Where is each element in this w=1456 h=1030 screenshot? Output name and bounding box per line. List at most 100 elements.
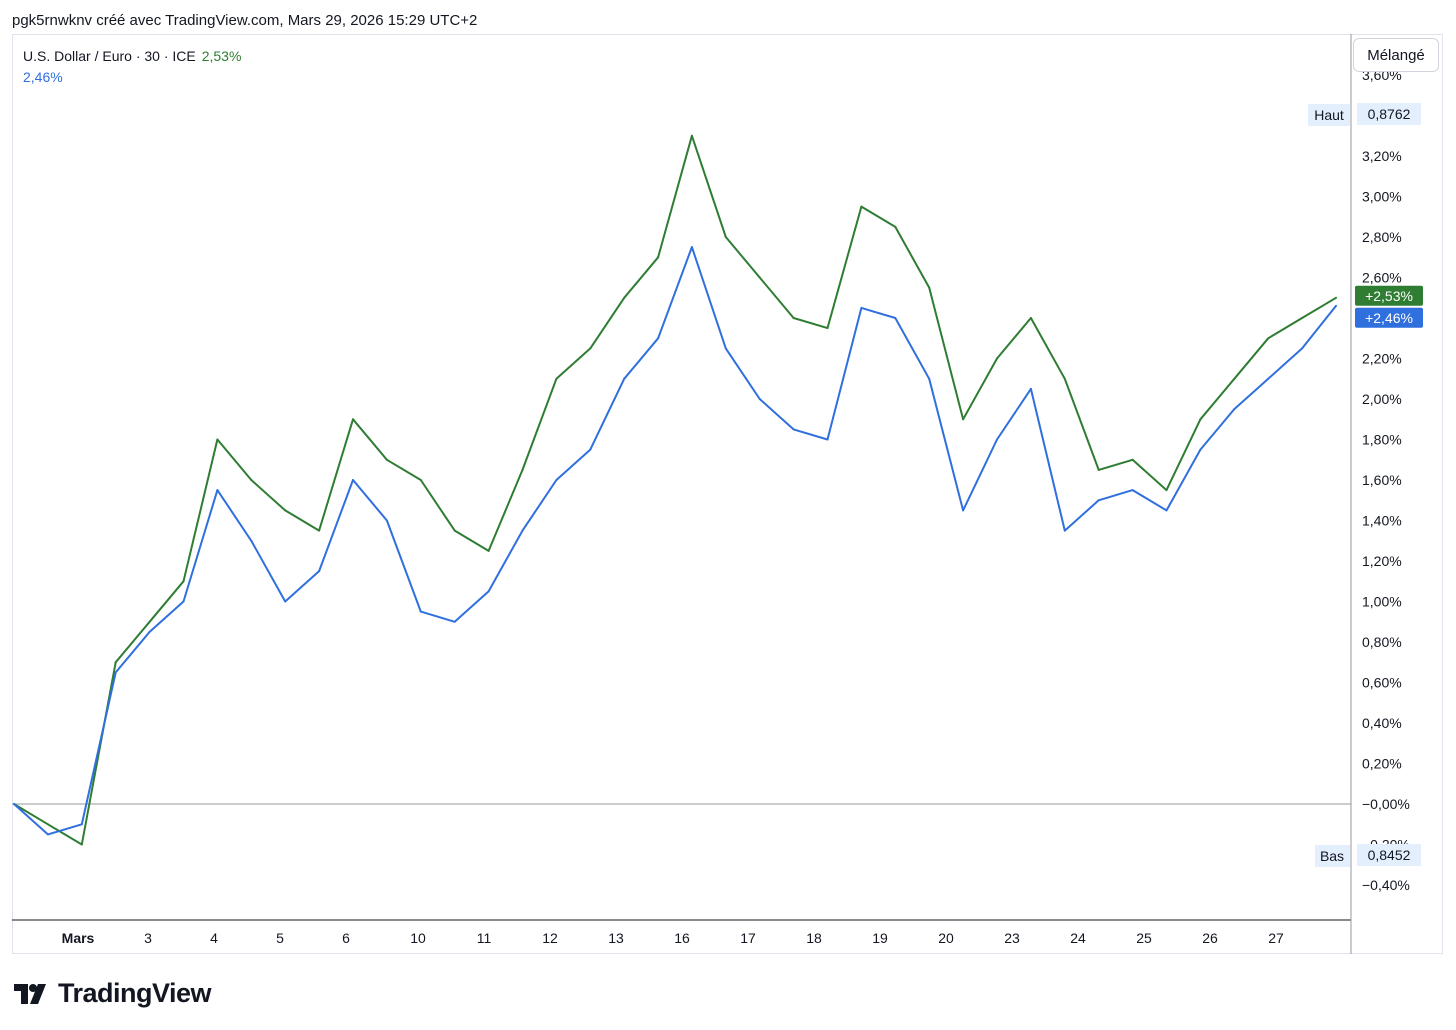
low-value: 0,8452 <box>1368 847 1411 863</box>
series-a-point <box>1301 317 1304 319</box>
x-tick-label: 24 <box>1070 930 1086 946</box>
y-tick-label: −0,40% <box>1362 877 1410 893</box>
series-b-point <box>690 246 693 249</box>
y-tick-label: 0,80% <box>1362 634 1402 650</box>
y-tick-label: 3,20% <box>1362 148 1402 164</box>
series-b-point <box>13 803 15 805</box>
series-b-point <box>928 377 931 380</box>
series-b-point <box>623 377 626 380</box>
series-a-point <box>555 377 558 380</box>
series-a-point <box>860 205 863 208</box>
x-tick-label: 23 <box>1004 930 1020 946</box>
series-a-point <box>216 438 219 441</box>
y-tick-label: 2,80% <box>1362 229 1402 245</box>
series-b-point <box>657 337 660 340</box>
series-b-point <box>792 428 795 431</box>
x-tick-label: 3 <box>144 930 152 946</box>
series-a-point <box>962 418 965 421</box>
series-a-point <box>657 256 660 259</box>
series-b-point <box>962 509 965 512</box>
series-b-point <box>46 833 49 836</box>
y-tick-label: 0,60% <box>1362 675 1402 691</box>
chart-caption: pgk5rnwknv créé avec TradingView.com, Ma… <box>12 12 478 29</box>
y-tick-label: 0,40% <box>1362 715 1402 731</box>
chart-legend: U.S. Dollar / Euro · 30 · ICE 2,53% 2,46% <box>23 46 241 88</box>
series-b-point <box>1335 304 1337 307</box>
series-a-point <box>284 509 287 512</box>
series-a-point <box>758 276 761 279</box>
series-a-point <box>724 236 727 238</box>
series-a-point <box>1267 337 1270 340</box>
series-b-point <box>860 306 863 309</box>
y-tick-label: 1,40% <box>1362 513 1402 529</box>
x-tick-label: 5 <box>276 930 284 946</box>
y-tick-label: 2,20% <box>1362 351 1402 367</box>
series-a-point <box>521 468 524 471</box>
series-a-line <box>13 134 1337 846</box>
y-tick-label: −0,00% <box>1362 796 1410 812</box>
series-a-point <box>1131 458 1134 461</box>
series-b-point <box>589 448 592 451</box>
legend-symbol: U.S. Dollar / Euro · 30 · ICE <box>23 48 196 64</box>
chart-frame <box>12 34 1443 954</box>
series-b-point <box>1097 499 1100 502</box>
x-axis-ticks: Mars 3 4 5 6 10 11 12 13 16 17 18 19 20 23 24 25 26 27 <box>62 930 1284 946</box>
x-tick-label: 17 <box>740 930 756 946</box>
series-a-point <box>1335 296 1337 299</box>
series-b-point <box>1267 377 1270 380</box>
high-value: 0,8762 <box>1368 106 1411 122</box>
x-tick-label: 11 <box>477 930 492 946</box>
legend-series-a-value: 2,53% <box>201 48 242 64</box>
y-tick-label: 3,00% <box>1362 189 1402 205</box>
series-a-point <box>148 620 151 623</box>
series-b-point <box>216 489 219 492</box>
x-tick-label: 26 <box>1202 930 1218 946</box>
series-b-point <box>453 620 456 623</box>
last-value-labels: +2,53% +2,46% <box>1355 285 1423 328</box>
x-tick-label: 27 <box>1268 930 1284 946</box>
series-a-point <box>589 347 592 350</box>
series-b-point <box>1233 408 1236 411</box>
series-b-point <box>250 539 253 542</box>
tradingview-logo-icon <box>14 983 46 1004</box>
low-tag: Bas <box>1320 848 1344 864</box>
x-tick-label: 10 <box>410 930 426 946</box>
x-tick-label: 20 <box>938 930 954 946</box>
brand-wordmark: TradingView <box>58 978 212 1008</box>
y-tick-label: 1,00% <box>1362 594 1402 610</box>
series-b-point <box>1063 529 1066 532</box>
series-a-point <box>80 843 83 846</box>
x-tick-label: 25 <box>1136 930 1152 946</box>
series-a-point <box>46 823 49 826</box>
last-label-b-bg <box>1355 307 1423 328</box>
series-b-point <box>80 823 83 826</box>
y-axis-ticks: 3,60%3,20%3,00%2,80%2,60%2,20%2,00%1,80%… <box>1362 67 1410 893</box>
y-tick-label: 2,60% <box>1362 270 1402 286</box>
legend-series-b-value: 2,46% <box>23 69 63 85</box>
series-a-point <box>1165 489 1168 492</box>
x-tick-label: Mars <box>62 930 95 946</box>
series-b-point <box>148 630 151 633</box>
series-a-point <box>928 286 931 289</box>
series-b-point <box>284 600 287 603</box>
series-b-line <box>13 246 1337 836</box>
series-a-point <box>894 225 897 228</box>
series-a-point <box>826 327 829 330</box>
series-a-point <box>996 357 998 360</box>
series-lines <box>13 134 1337 846</box>
series-b-point <box>318 570 321 573</box>
x-tick-label: 12 <box>542 930 558 946</box>
series-a-point <box>182 580 185 583</box>
last-label-b: +2,46% <box>1365 310 1413 326</box>
y-tick-label: 1,20% <box>1362 553 1402 569</box>
series-a-point <box>453 529 456 532</box>
series-b-point <box>555 479 558 481</box>
scale-mode-button[interactable]: Mélangé <box>1353 38 1439 72</box>
series-b-point <box>521 529 524 532</box>
series-b-point <box>826 438 829 441</box>
y-tick-label: 0,20% <box>1362 756 1402 772</box>
series-b-point <box>894 317 897 319</box>
series-b-point <box>758 398 761 400</box>
series-a-point <box>318 529 321 532</box>
